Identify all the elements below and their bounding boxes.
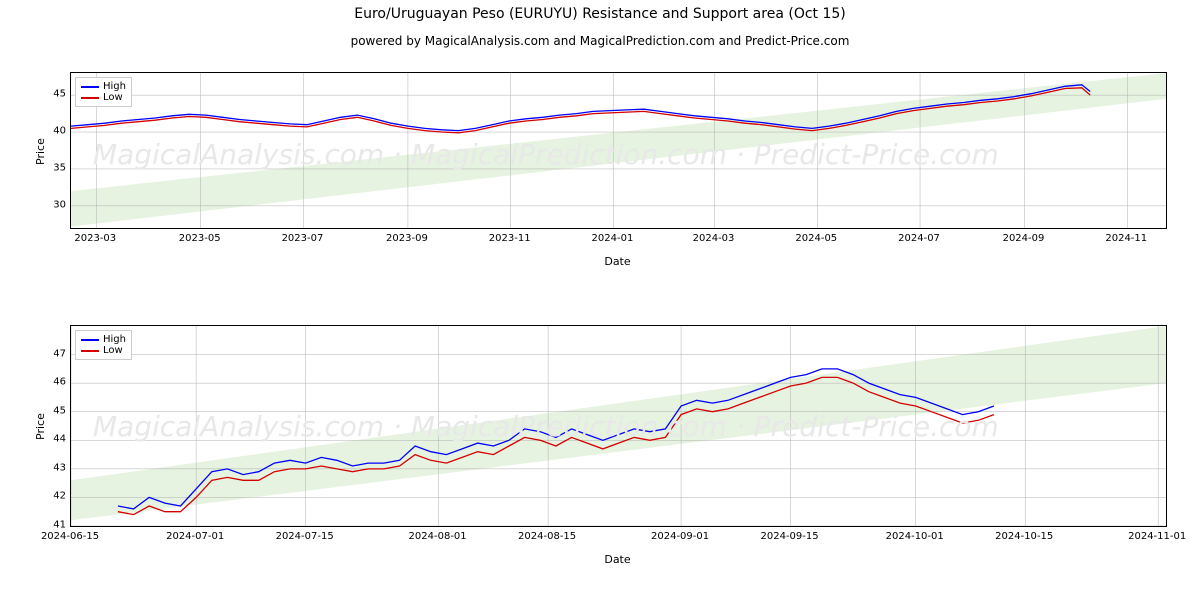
figure: Euro/Uruguayan Peso (EURUYU) Resistance … bbox=[0, 0, 1200, 600]
legend-item-high: High bbox=[81, 81, 126, 92]
y-tick-label: 44 bbox=[42, 434, 66, 445]
x-tick-label: 2024-01 bbox=[592, 233, 634, 244]
legend-label-low: Low bbox=[103, 92, 123, 103]
y-tick-label: 43 bbox=[42, 462, 66, 473]
chart-subtitle: powered by MagicalAnalysis.com and Magic… bbox=[0, 34, 1200, 48]
chart-bottom: MagicalAnalysis.com · MagicalPrediction.… bbox=[70, 325, 1167, 527]
y-axis-label-top: Price bbox=[34, 138, 47, 165]
x-axis-label-top: Date bbox=[70, 255, 1165, 268]
x-tick-label: 2023-05 bbox=[179, 233, 221, 244]
legend-item-high: High bbox=[81, 334, 126, 345]
x-tick-label: 2023-07 bbox=[282, 233, 324, 244]
x-tick-label: 2024-09-15 bbox=[761, 531, 819, 542]
legend-swatch-low bbox=[81, 97, 99, 99]
x-tick-label: 2024-11 bbox=[1105, 233, 1147, 244]
x-tick-label: 2024-06-15 bbox=[41, 531, 99, 542]
x-tick-label: 2024-09 bbox=[1003, 233, 1045, 244]
chart-bottom-svg bbox=[71, 326, 1166, 526]
y-tick-label: 30 bbox=[42, 199, 66, 210]
x-tick-label: 2023-11 bbox=[489, 233, 531, 244]
legend-swatch-low bbox=[81, 350, 99, 352]
x-tick-label: 2024-05 bbox=[795, 233, 837, 244]
x-tick-label: 2024-11-01 bbox=[1128, 531, 1186, 542]
x-tick-label: 2024-09-01 bbox=[651, 531, 709, 542]
legend-label-high: High bbox=[103, 81, 126, 92]
y-tick-label: 45 bbox=[42, 405, 66, 416]
y-tick-label: 35 bbox=[42, 162, 66, 173]
legend-label-high: High bbox=[103, 334, 126, 345]
chart-title: Euro/Uruguayan Peso (EURUYU) Resistance … bbox=[0, 6, 1200, 22]
x-axis-label-bottom: Date bbox=[70, 553, 1165, 566]
x-tick-label: 2024-07 bbox=[898, 233, 940, 244]
legend-swatch-high bbox=[81, 86, 99, 88]
x-tick-label: 2024-08-01 bbox=[409, 531, 467, 542]
x-tick-label: 2024-03 bbox=[693, 233, 735, 244]
y-tick-label: 42 bbox=[42, 491, 66, 502]
y-tick-label: 40 bbox=[42, 126, 66, 137]
y-tick-label: 46 bbox=[42, 377, 66, 388]
y-tick-label: 41 bbox=[42, 520, 66, 531]
chart-top: MagicalAnalysis.com · MagicalPrediction.… bbox=[70, 72, 1167, 229]
x-tick-label: 2024-08-15 bbox=[518, 531, 576, 542]
y-tick-label: 45 bbox=[42, 89, 66, 100]
legend-item-low: Low bbox=[81, 92, 126, 103]
chart-top-svg bbox=[71, 73, 1166, 228]
legend-label-low: Low bbox=[103, 345, 123, 356]
x-tick-label: 2024-07-01 bbox=[166, 531, 224, 542]
y-tick-label: 47 bbox=[42, 348, 66, 359]
x-tick-label: 2024-10-01 bbox=[886, 531, 944, 542]
x-tick-label: 2023-09 bbox=[386, 233, 428, 244]
x-tick-label: 2024-10-15 bbox=[995, 531, 1053, 542]
legend: High Low bbox=[75, 330, 132, 360]
legend: High Low bbox=[75, 77, 132, 107]
x-tick-label: 2024-07-15 bbox=[276, 531, 334, 542]
legend-swatch-high bbox=[81, 339, 99, 341]
legend-item-low: Low bbox=[81, 345, 126, 356]
x-tick-label: 2023-03 bbox=[74, 233, 116, 244]
